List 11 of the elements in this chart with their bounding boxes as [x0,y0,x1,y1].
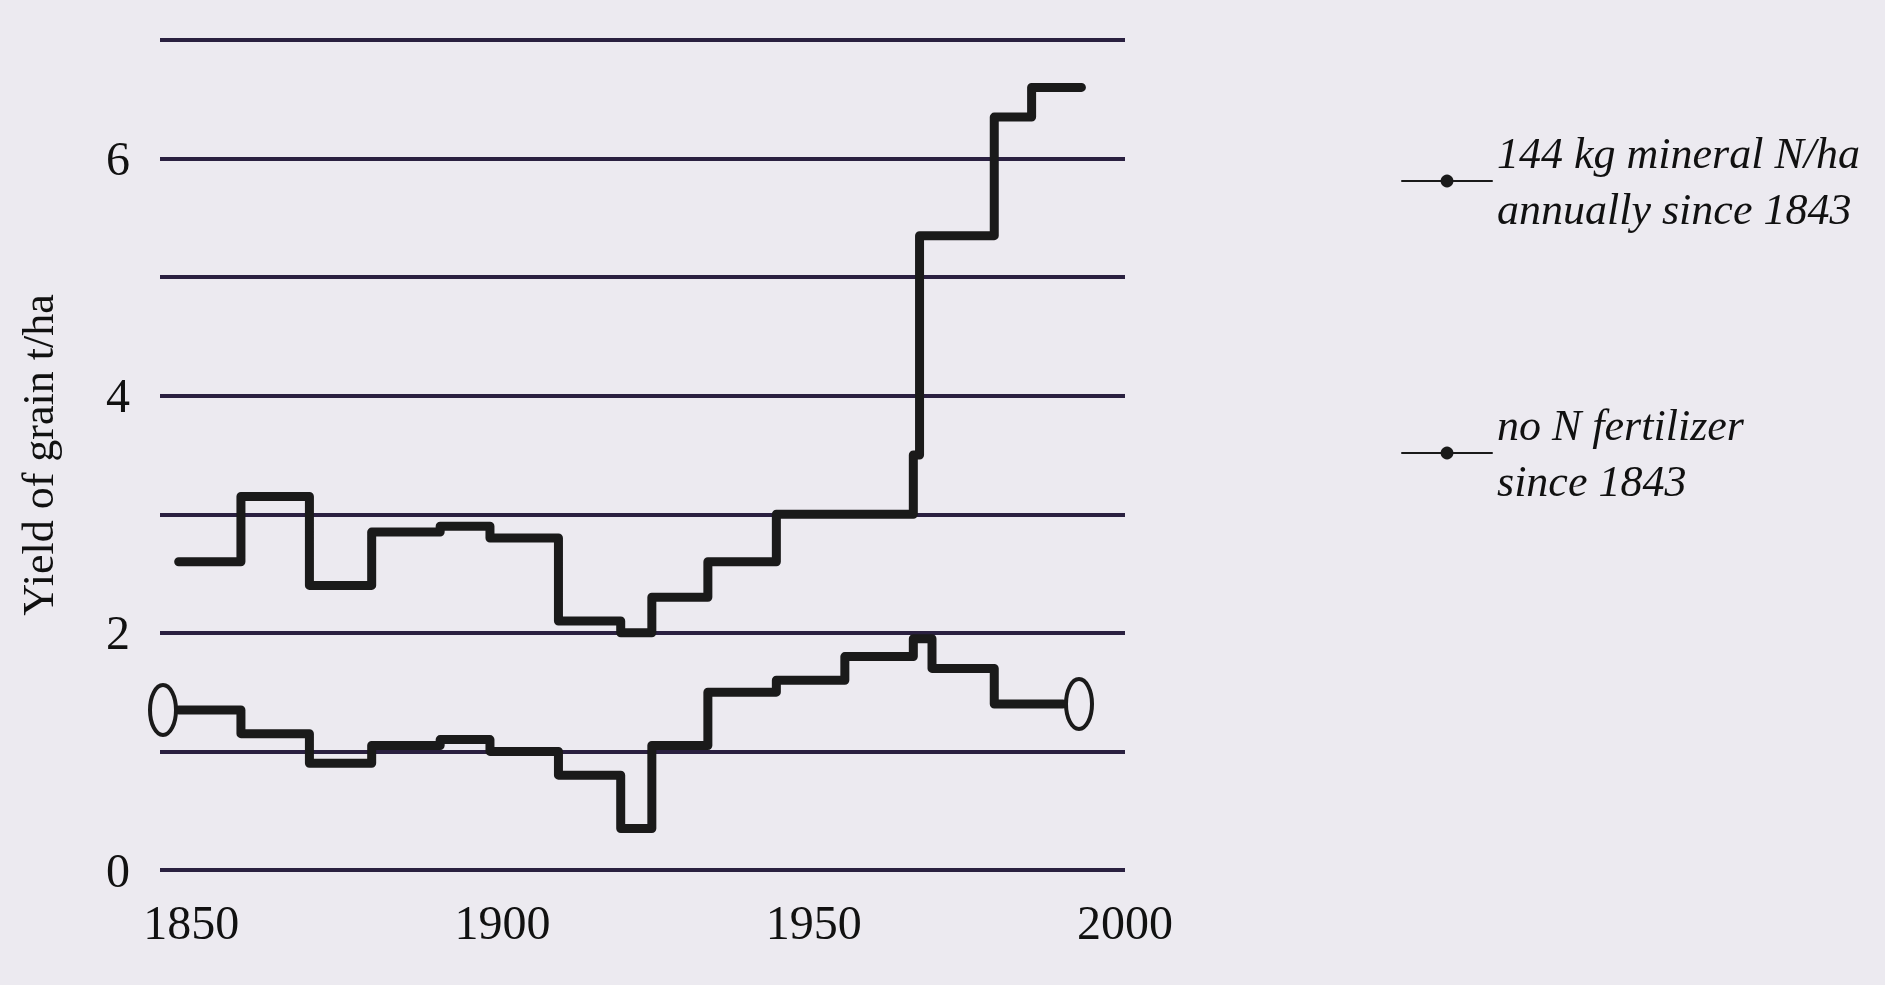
y-tick-label: 0 [106,843,130,897]
x-tick-label: 1900 [454,895,551,949]
y-tick-label: 2 [106,606,130,660]
legend-label: 144 kg mineral N/ha annually since 1843 [1497,128,1861,234]
y-axis-title: Yield of grain t/ha [13,294,63,616]
y-tick-label: 6 [106,132,130,186]
legend-label: no N fertilizer since 1843 [1497,400,1745,506]
x-tick-label: 1850 [143,895,240,949]
y-tick-label: 4 [106,369,130,423]
x-tick-label: 1950 [765,895,862,949]
x-tick-label: 2000 [1077,895,1173,949]
